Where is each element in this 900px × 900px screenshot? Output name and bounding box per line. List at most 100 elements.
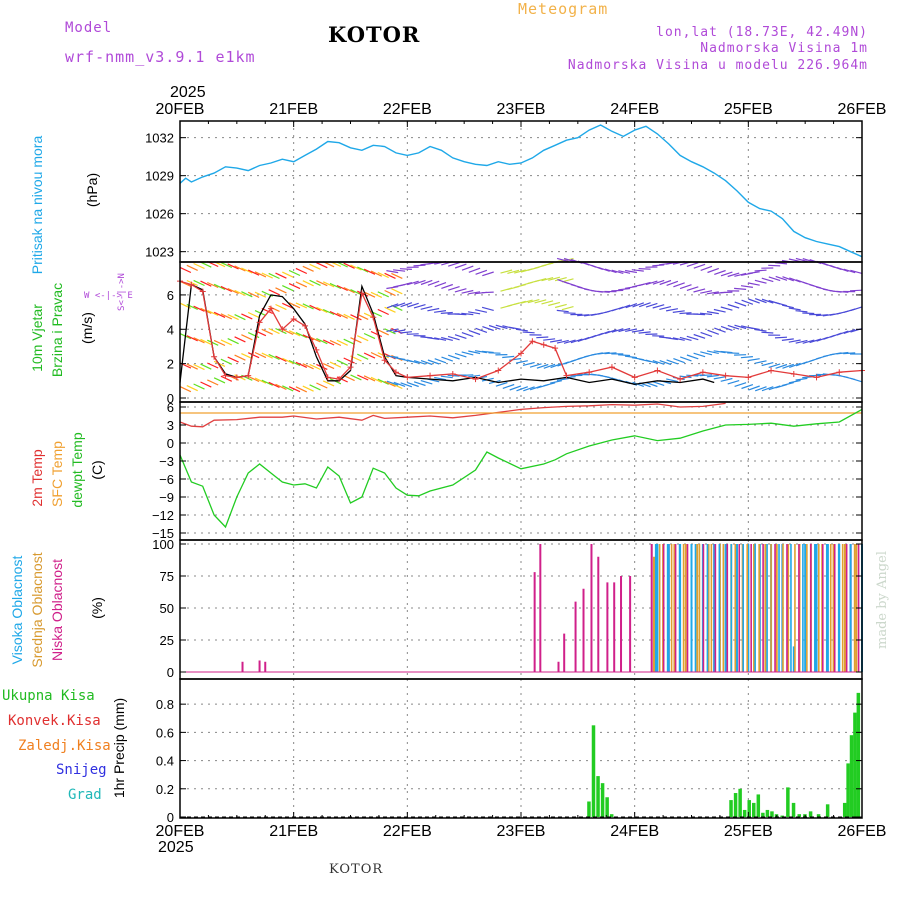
wind-arrow [706, 350, 719, 354]
wind-arrow [386, 270, 399, 274]
wind-arrow [343, 357, 355, 364]
wind-arrow [611, 328, 624, 333]
wind-gust-marker [654, 367, 661, 374]
wind-arrow [679, 356, 692, 362]
wind-arrow [556, 339, 569, 344]
wind-arrow [747, 282, 760, 286]
wind-arrow [207, 362, 219, 369]
wind-arrow [227, 338, 239, 345]
pressure-ytick-label: 1032 [145, 131, 174, 146]
wind-arrow [393, 302, 406, 308]
wind-arrow [420, 305, 433, 310]
wind-arrow [706, 374, 719, 378]
wind-arrow [774, 262, 788, 265]
wind-arrow [370, 376, 383, 383]
wind-arrow [268, 353, 280, 361]
wind-arrow [638, 281, 651, 287]
wind-arrow [400, 282, 413, 287]
wind-arrow [618, 287, 631, 291]
wind-gust-marker [381, 357, 388, 364]
wind-arrow [213, 283, 226, 290]
wind-arrow [740, 356, 753, 359]
x-tick-label-top: 20FEB [156, 101, 205, 118]
precip-bar [600, 783, 605, 817]
wind-arrow [343, 287, 355, 294]
wind-arrow [295, 361, 308, 368]
x-tick-label-top: 21FEB [269, 101, 318, 118]
precip-bar [808, 811, 813, 817]
x-tick-label-bottom: 22FEB [383, 823, 432, 840]
wind-arrow [295, 281, 308, 288]
wind-arrow [363, 268, 376, 275]
wind-arrow [377, 329, 389, 336]
temp-2m-line [179, 402, 726, 428]
wind-arrow [461, 332, 474, 338]
wind-arrow [302, 385, 314, 392]
wind-arrow [288, 302, 301, 309]
wind-arrow [322, 339, 335, 346]
wind-arrow [529, 363, 542, 368]
wind-arrow [652, 381, 665, 386]
wind-arrow [700, 351, 713, 356]
wind-arrow [193, 279, 205, 287]
wind-arrow [686, 354, 699, 360]
wind-arrow [515, 360, 528, 364]
wind-arrow [461, 289, 474, 294]
wind-gust-marker [358, 290, 365, 297]
wind-gust-marker [222, 372, 229, 379]
wind-arrow [234, 265, 246, 272]
wind-arrow [673, 358, 685, 364]
wind-arrow [384, 289, 396, 297]
footer-station: KOTOR [329, 862, 384, 877]
wind-arrow [475, 327, 488, 333]
wind-arrow [734, 287, 747, 290]
wind-arrow [788, 339, 801, 343]
credit-label: made by Angel [875, 551, 890, 649]
cloud-label-high: Visoka Oblacnost [9, 556, 25, 665]
wind-gust-marker [813, 374, 820, 381]
wind-arrow [720, 325, 733, 331]
wind-arrow [645, 302, 658, 308]
wind-gust-marker [336, 376, 343, 383]
wind-arrow [488, 324, 501, 330]
pressure-side-label: Pritisak na nivou mora [29, 136, 45, 275]
wind-arrow [754, 269, 767, 272]
wind-arrow [693, 333, 706, 339]
wind-arrow [400, 302, 413, 308]
wind-arrow [241, 334, 253, 341]
wind-arrow [247, 311, 260, 319]
wind-arrow [407, 302, 419, 308]
wind-arrow [370, 291, 383, 298]
wind-arrow [434, 376, 447, 381]
wind-arrow [597, 351, 610, 355]
wind-gust-marker [427, 372, 434, 379]
wind-arrow [399, 268, 412, 270]
precip-bar [752, 802, 756, 817]
wind-arrows [179, 257, 863, 393]
wind-arrow [768, 363, 781, 368]
wind-arrow [666, 280, 679, 286]
wind-arrow [261, 328, 273, 335]
wind-ytick-label: 6 [167, 288, 174, 303]
precip-bar [742, 809, 747, 817]
wind-arrow [343, 313, 355, 320]
wind-arrow [461, 312, 474, 316]
wind-arrow [288, 283, 301, 290]
wind-arrow [186, 264, 198, 271]
wind-arrow [193, 305, 205, 312]
wind-arrow [386, 328, 399, 332]
wind-gust-marker [586, 369, 593, 376]
wind-arrow [288, 269, 301, 277]
wind-gust-marker [370, 314, 377, 321]
wind-arrow [391, 288, 403, 295]
wind-arrow [700, 290, 713, 294]
wind-arrow [686, 262, 699, 267]
wind-arrow [302, 280, 314, 287]
year-top: 2025 [170, 84, 206, 101]
cloud-ytick-label: 100 [152, 537, 174, 552]
wind-arrow [282, 328, 294, 335]
wind-arrow [434, 282, 447, 288]
wind-arrow [336, 312, 348, 319]
wind-arrow [475, 269, 488, 275]
temp-ytick-label: −6 [159, 472, 174, 487]
